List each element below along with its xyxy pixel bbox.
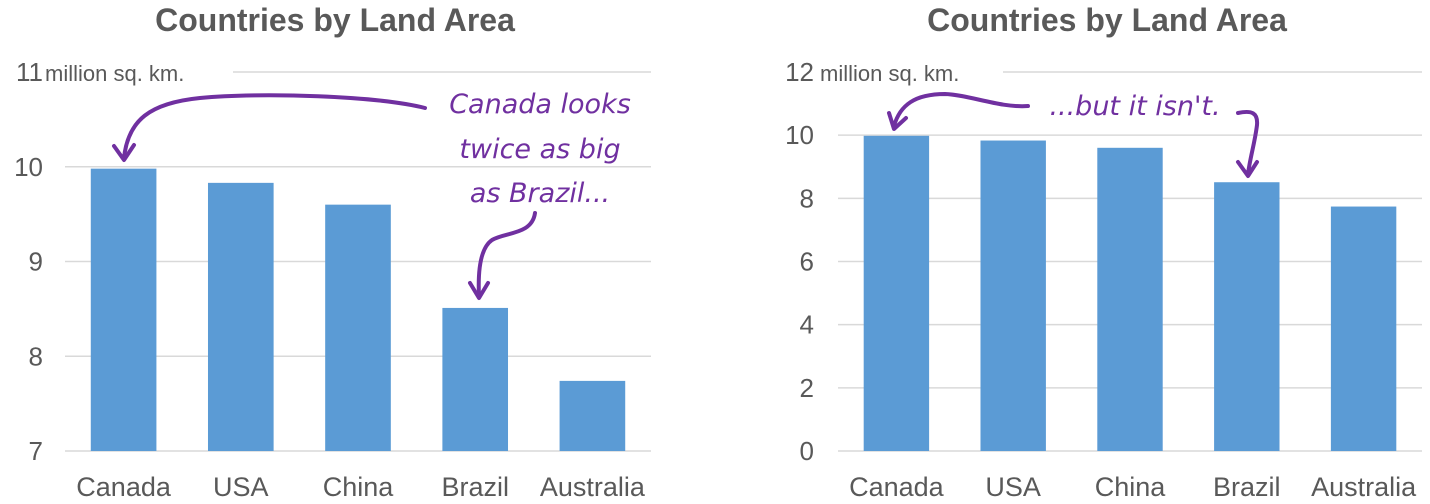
- right-ytick-label: 12: [785, 57, 814, 87]
- left-bar-brazil: [442, 307, 509, 451]
- right-bar-canada: [863, 135, 930, 451]
- annotation-left-line-1: Canada looks: [449, 89, 631, 120]
- annotation-left-line-3: as Brazil...: [470, 178, 610, 209]
- left-category-label: Brazil: [441, 472, 509, 502]
- chart-right-unit-label: million sq. km.: [820, 61, 959, 86]
- right-bar-usa: [980, 140, 1046, 451]
- left-ytick-label: 7: [29, 436, 43, 466]
- right-category-label: USA: [985, 472, 1041, 502]
- left-ytick-label: 8: [29, 341, 43, 371]
- chart-right-title: Countries by Land Area: [927, 2, 1287, 38]
- right-ytick-label: 6: [800, 247, 814, 277]
- right-ytick-label: 0: [800, 436, 814, 466]
- annotation-right-arrow-brazil-head: [1236, 160, 1259, 178]
- left-category-label: China: [323, 472, 395, 502]
- left-bar-australia: [559, 380, 626, 451]
- annotation-left-arrow-canada-head: [112, 143, 136, 162]
- right-category-label: Canada: [849, 472, 945, 502]
- right-category-label: Australia: [1311, 472, 1417, 502]
- chart-left: Countries by Land Area 7 8 9 10 11 Canada USA…: [14, 2, 651, 502]
- left-category-label: USA: [213, 472, 269, 502]
- annotation-left-arrow-brazil: [476, 211, 537, 298]
- left-bar-usa: [207, 182, 274, 452]
- annotation-right-arrow-canada-head: [887, 111, 908, 131]
- chart-right: Countries by Land Area 0 2 4 6 8 10 12 Canada U…: [785, 2, 1422, 502]
- left-ytick-label: 10: [14, 152, 43, 182]
- annotation-left-arrow-canada: [122, 93, 427, 160]
- right-bar-australia: [1330, 206, 1397, 451]
- left-ytick-label: 11: [16, 57, 43, 87]
- annotation-right-arrow-brazil: [1236, 109, 1260, 176]
- right-category-label: Brazil: [1213, 472, 1281, 502]
- right-bar-brazil: [1214, 182, 1280, 451]
- left-category-label: Canada: [76, 472, 172, 502]
- right-category-label: China: [1095, 472, 1167, 502]
- right-ytick-label: 10: [785, 120, 814, 150]
- right-ytick-label: 8: [800, 183, 814, 213]
- right-bar-china: [1097, 147, 1163, 452]
- chart-left-title: Countries by Land Area: [155, 2, 515, 38]
- left-bar-china: [325, 204, 391, 451]
- annotation-left-arrow-brazil-head: [468, 281, 490, 300]
- left-category-label: Australia: [540, 472, 646, 502]
- right-ytick-label: 4: [800, 310, 814, 340]
- left-bar-canada: [90, 168, 157, 451]
- left-ytick-label: 9: [29, 247, 43, 277]
- right-ytick-label: 2: [800, 373, 814, 403]
- chart-left-unit-label: million sq. km.: [45, 61, 184, 86]
- annotation-right-arrow-canada: [892, 92, 1030, 128]
- annotation-right-line-1: ...but it isn't.: [1049, 91, 1220, 122]
- annotation-left-line-2: twice as big: [459, 134, 620, 165]
